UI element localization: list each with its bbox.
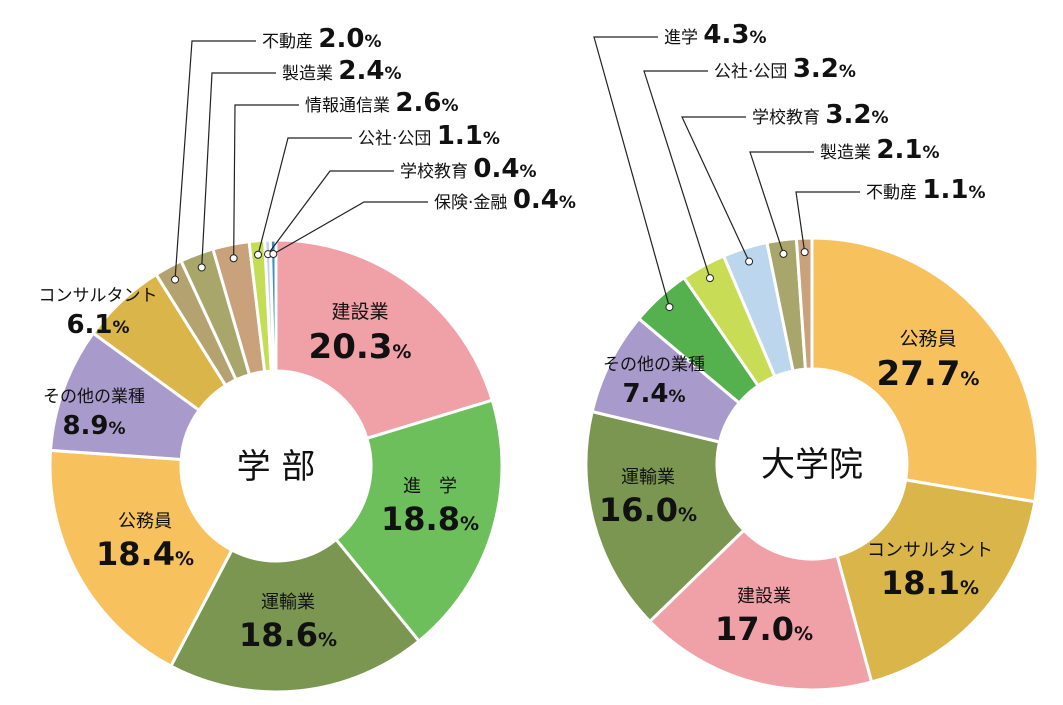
graduate-donut: 大学院 公務員 27.7% コンサルタント 18.1% 建設業 17.0% 運輸業 16.0% そ… <box>584 20 1040 692</box>
slice-name-gr-2: 建設業 <box>737 586 791 607</box>
slice-gr-3 <box>584 409 746 624</box>
callout-label-gr-9: 不動産 1.1% <box>866 175 986 205</box>
callout-label-ug-9: 公社·公団 1.1% <box>358 121 500 151</box>
slice-gr-1 <box>835 478 1037 684</box>
center-label: 大学院 <box>761 445 863 485</box>
undergraduate-donut: 学 部 建設業 20.3% 進 学 18.8% 運輸業 18.6% 公務員 18.4% その他の業… <box>39 24 576 694</box>
slice-value-ug-5: 6.1% <box>66 310 129 340</box>
slice-value-ug-3: 18.4% <box>96 535 194 573</box>
callout-label-gr-6: 公社·公団 3.2% <box>714 54 856 84</box>
leader-line-ug-11 <box>273 201 428 255</box>
slice-ug-2 <box>168 537 422 694</box>
slice-name-ug-2: 運輸業 <box>261 592 315 613</box>
slice-value-gr-3: 16.0% <box>599 491 697 529</box>
leader-dot-gr-7 <box>745 257 754 266</box>
slice-value-gr-2: 17.0% <box>715 610 813 648</box>
slice-name-ug-5: コンサルタント <box>39 286 158 306</box>
callout-label-ug-11: 保険·金融 0.4% <box>434 185 576 215</box>
leader-line-ug-8 <box>233 104 299 259</box>
callout-label-gr-7: 学校教育 3.2% <box>752 100 889 130</box>
slice-gr-9 <box>794 236 814 371</box>
callout-label-ug-7: 製造業 2.4% <box>282 56 402 86</box>
leader-line-gr-7 <box>681 116 750 262</box>
callout-label-ug-10: 学校教育 0.4% <box>400 154 537 184</box>
slice-name-gr-1: コンサルタント <box>867 540 993 561</box>
leader-dot-gr-5 <box>665 303 674 312</box>
center-label: 学 部 <box>237 447 316 487</box>
leader-dot-ug-7 <box>197 263 206 272</box>
callout-label-gr-5: 進学 4.3% <box>664 20 767 50</box>
slice-ug-3 <box>48 448 234 669</box>
slice-ug-11 <box>268 238 278 373</box>
slice-ug-1 <box>333 398 504 644</box>
leader-line-ug-7 <box>201 72 276 268</box>
slice-name-gr-4: その他の業種 <box>603 355 705 375</box>
leader-line-gr-5 <box>593 36 671 308</box>
slice-value-ug-1: 18.8% <box>381 500 479 538</box>
callout-label-gr-8: 製造業 2.1% <box>820 135 940 165</box>
callout-label-ug-6: 不動産 2.0% <box>262 24 382 54</box>
leader-dot-gr-9 <box>800 248 809 257</box>
leader-line-ug-10 <box>267 170 394 255</box>
slice-name-ug-4: その他の業種 <box>43 387 145 407</box>
slice-name-gr-0: 公務員 <box>899 328 956 350</box>
slice-gr-0 <box>810 236 1040 504</box>
slice-name-ug-0: 建設業 <box>331 301 388 323</box>
slice-name-ug-3: 公務員 <box>118 511 172 532</box>
slice-value-gr-1: 18.1% <box>881 564 979 602</box>
slice-name-gr-3: 運輸業 <box>621 467 675 488</box>
callout-label-ug-8: 情報通信業 2.6% <box>305 88 459 118</box>
slice-value-ug-4: 8.9% <box>62 411 125 441</box>
leader-line-gr-6 <box>643 70 711 279</box>
slice-value-gr-4: 7.4% <box>622 379 685 409</box>
slice-name-ug-1: 進 学 <box>403 476 457 497</box>
leader-dot-gr-6 <box>705 274 714 283</box>
leader-dot-gr-8 <box>779 249 788 258</box>
leader-dot-ug-9 <box>254 250 263 259</box>
slice-gr-2 <box>647 528 874 692</box>
slice-value-ug-0: 20.3% <box>309 327 412 367</box>
leader-dot-ug-6 <box>171 275 180 284</box>
slice-value-gr-0: 27.7% <box>877 354 980 394</box>
leader-dot-ug-11 <box>269 250 278 259</box>
slice-ug-0 <box>274 238 495 441</box>
leader-line-gr-9 <box>795 191 860 253</box>
leader-line-ug-9 <box>257 137 352 255</box>
leader-line-gr-8 <box>749 151 814 255</box>
leader-line-ug-6 <box>174 40 256 280</box>
leader-dot-ug-8 <box>229 254 238 263</box>
slice-value-ug-2: 18.6% <box>239 616 337 654</box>
